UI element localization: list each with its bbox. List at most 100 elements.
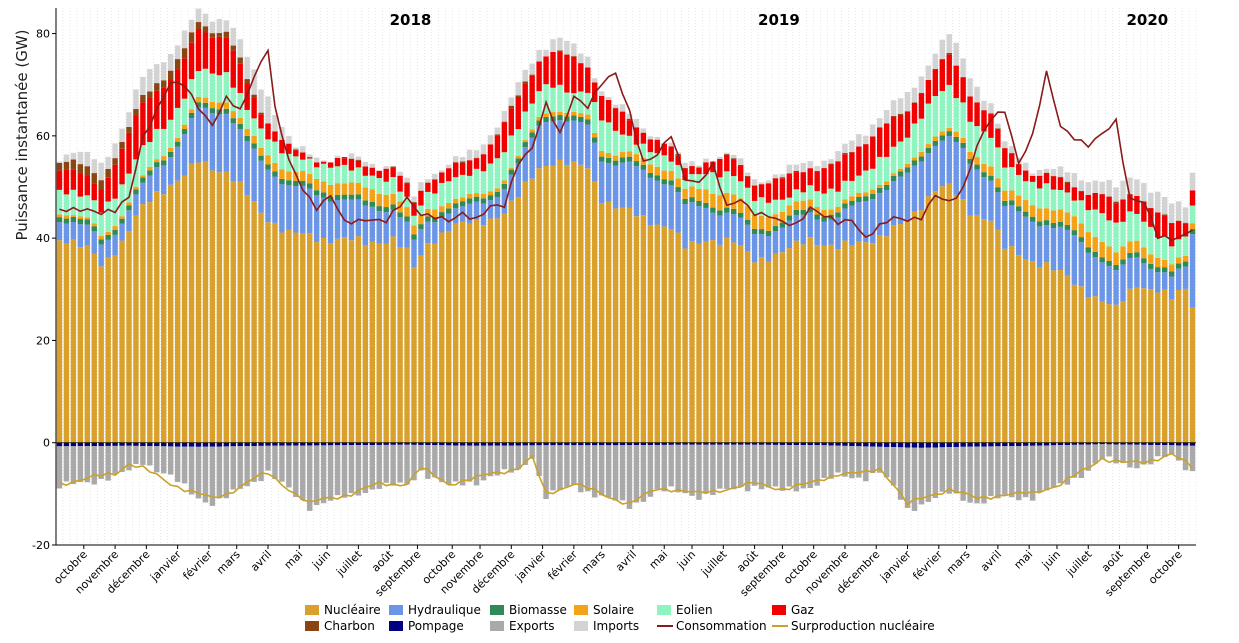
bar-solaire	[758, 215, 765, 230]
bar-pompage	[578, 442, 584, 446]
bar-exports	[494, 445, 501, 476]
bar-eolien	[995, 147, 1001, 179]
bar-gaz	[1029, 175, 1036, 182]
bar-eolien	[946, 84, 952, 128]
bar-charbon	[70, 159, 77, 170]
bar-nucleaire	[404, 247, 410, 443]
bar-pompage	[1134, 442, 1140, 445]
bar-pompage	[904, 442, 911, 448]
bar-imports	[63, 154, 70, 162]
bar-eolien	[293, 156, 299, 172]
y-axis-label: Puissance instantanée (GW)	[13, 29, 31, 240]
bar-eolien	[307, 158, 313, 174]
bar-biomasse	[473, 196, 480, 202]
bar-hydraulique	[661, 184, 667, 227]
surproduction-nucleaire-line	[59, 452, 1194, 506]
bar-pompage	[988, 442, 994, 447]
bar-pompage	[348, 442, 355, 446]
bar-solaire	[598, 150, 605, 157]
bar-eolien	[202, 68, 209, 98]
bar-nucleaire	[849, 245, 855, 443]
bar-solaire	[619, 152, 626, 158]
bar-gaz	[230, 50, 236, 88]
bar-solaire	[327, 184, 334, 197]
bar-nucleaire	[376, 243, 382, 443]
bar-gaz	[279, 139, 285, 154]
bar-gaz	[675, 155, 681, 165]
bar-biomasse	[946, 131, 952, 137]
bar-imports	[1085, 182, 1091, 195]
bar-pompage	[619, 442, 626, 446]
bar-gaz	[536, 61, 542, 92]
bar-imports	[161, 62, 167, 81]
bar-pompage	[202, 442, 209, 447]
bar-gaz	[939, 59, 945, 92]
bar-biomasse	[515, 158, 521, 164]
bar-eolien	[529, 103, 535, 130]
bar-hydraulique	[960, 147, 966, 200]
bar-eolien	[960, 102, 966, 138]
bar-biomasse	[932, 140, 939, 146]
bar-hydraulique	[300, 185, 306, 234]
bar-solaire	[1092, 236, 1098, 252]
bar-pompage	[1155, 442, 1161, 446]
legend-label: Surproduction nucléaire	[791, 619, 935, 633]
bar-pompage	[849, 442, 855, 447]
bar-gaz	[181, 58, 188, 99]
bar-charbon	[724, 154, 730, 155]
bar-eolien	[300, 159, 306, 172]
bar-solaire	[522, 140, 528, 143]
bar-pompage	[1009, 442, 1015, 447]
bar-hydraulique	[668, 185, 674, 229]
bar-gaz	[265, 123, 271, 140]
bar-eolien	[856, 175, 862, 193]
bar-hydraulique	[883, 189, 890, 237]
bar-biomasse	[411, 234, 417, 240]
bar-hydraulique	[946, 136, 952, 184]
bar-gaz	[1182, 223, 1189, 237]
bar-exports	[800, 445, 806, 489]
bar-solaire	[1106, 246, 1112, 261]
bar-hydraulique	[835, 217, 841, 250]
bar-pompage	[863, 442, 869, 447]
bar-eolien	[536, 91, 542, 117]
bar-eolien	[1099, 213, 1105, 242]
bar-nucleaire	[244, 194, 250, 443]
bar-gaz	[501, 122, 508, 153]
bar-hydraulique	[1071, 235, 1078, 285]
bar-exports	[1148, 444, 1154, 465]
bar-hydraulique	[981, 177, 987, 220]
bar-imports	[181, 30, 188, 49]
bar-nucleaire	[355, 236, 362, 443]
bar-exports	[661, 444, 667, 492]
bar-imports	[133, 89, 139, 110]
bar-biomasse	[800, 209, 806, 215]
bar-pompage	[821, 442, 827, 446]
bar-solaire	[341, 183, 348, 195]
bar-solaire	[473, 193, 480, 197]
bar-solaire	[786, 205, 793, 216]
bar-solaire	[140, 175, 146, 178]
bar-nucleaire	[369, 241, 375, 443]
bar-hydraulique	[807, 212, 813, 238]
bar-gaz	[1162, 215, 1168, 237]
bar-pompage	[77, 442, 84, 447]
bar-imports	[98, 162, 104, 181]
bar-exports	[216, 446, 223, 499]
bar-imports	[828, 159, 834, 164]
bar-pompage	[147, 442, 153, 447]
bar-nucleaire	[696, 243, 702, 443]
bar-nucleaire	[362, 244, 369, 443]
bar-exports	[585, 445, 591, 492]
bar-nucleaire	[793, 240, 800, 443]
bar-solaire	[529, 129, 535, 133]
bar-gaz	[418, 190, 424, 206]
bar-nucleaire	[195, 162, 202, 443]
bar-eolien	[786, 197, 793, 206]
bar-exports	[355, 445, 362, 496]
bar-eolien	[793, 189, 800, 202]
bar-nucleaire	[522, 181, 528, 443]
bar-hydraulique	[432, 222, 438, 244]
bar-eolien	[835, 191, 841, 207]
bar-hydraulique	[529, 137, 535, 179]
